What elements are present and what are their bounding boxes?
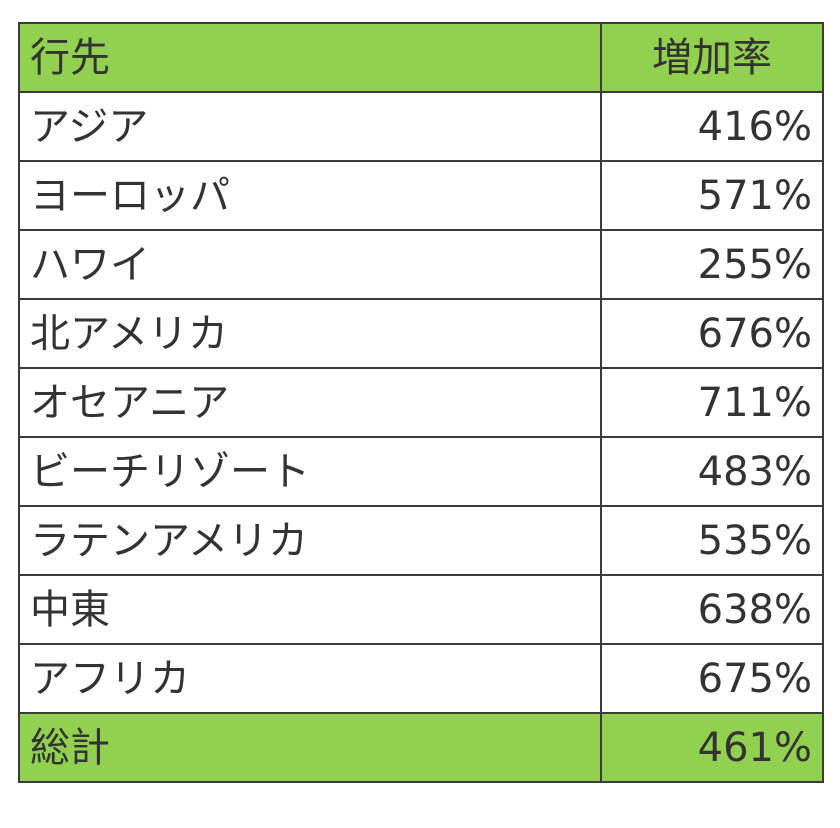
destination-cell: 中東 xyxy=(18,574,602,645)
destination-cell: オセアニア xyxy=(18,367,602,438)
increase-rate-cell: 571% xyxy=(600,160,824,231)
table-row: ハワイ 255% xyxy=(18,229,824,300)
increase-rate-table: 行先 増加率 アジア 416% ヨーロッパ 571% ハワイ 255% 北アメリカ 676% オ… xyxy=(18,22,824,783)
increase-rate-cell: 675% xyxy=(600,643,824,714)
total-label: 総計 xyxy=(18,712,602,783)
header-destination: 行先 xyxy=(18,22,602,93)
increase-rate-cell: 638% xyxy=(600,574,824,645)
total-value: 461% xyxy=(600,712,824,783)
table-row: アフリカ 675% xyxy=(18,643,824,714)
increase-rate-cell: 483% xyxy=(600,436,824,507)
increase-rate-cell: 676% xyxy=(600,298,824,369)
destination-cell: ラテンアメリカ xyxy=(18,505,602,576)
table-row: オセアニア 711% xyxy=(18,367,824,438)
destination-cell: ハワイ xyxy=(18,229,602,300)
increase-rate-cell: 711% xyxy=(600,367,824,438)
destination-cell: 北アメリカ xyxy=(18,298,602,369)
destination-cell: ビーチリゾート xyxy=(18,436,602,507)
increase-rate-cell: 255% xyxy=(600,229,824,300)
header-row: 行先 増加率 xyxy=(18,22,824,93)
increase-rate-cell: 535% xyxy=(600,505,824,576)
table-row: アジア 416% xyxy=(18,91,824,162)
destination-cell: ヨーロッパ xyxy=(18,160,602,231)
total-row: 総計 461% xyxy=(18,712,824,783)
destination-cell: アジア xyxy=(18,91,602,162)
table-row: ビーチリゾート 483% xyxy=(18,436,824,507)
table-body: アジア 416% ヨーロッパ 571% ハワイ 255% 北アメリカ 676% オセアニア 711… xyxy=(18,91,824,714)
table-row: ヨーロッパ 571% xyxy=(18,160,824,231)
table-row: 北アメリカ 676% xyxy=(18,298,824,369)
increase-rate-cell: 416% xyxy=(600,91,824,162)
table-row: 中東 638% xyxy=(18,574,824,645)
header-increase-rate: 増加率 xyxy=(600,22,824,93)
table-row: ラテンアメリカ 535% xyxy=(18,505,824,576)
destination-cell: アフリカ xyxy=(18,643,602,714)
